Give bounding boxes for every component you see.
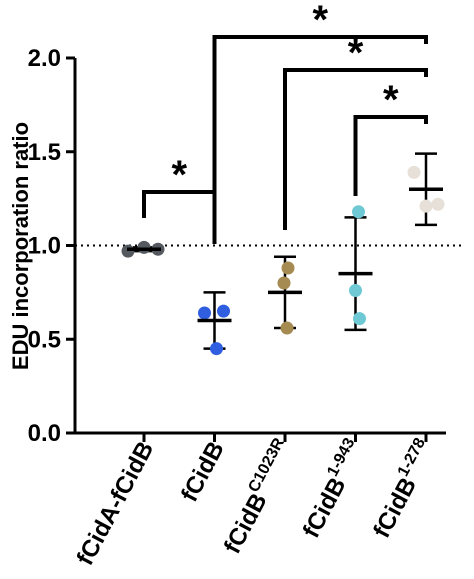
significance-bracket [283,68,428,230]
data-point [419,199,433,213]
data-point [349,284,362,297]
significance-bracket [353,115,428,196]
x-tick-label-main: fCidB [298,473,352,542]
x-tick-label-main: fCidB [368,473,422,542]
x-tick-label: fCidB [176,437,230,506]
data-point [352,205,365,219]
data-point [277,276,291,290]
significance-star: * [383,78,399,122]
x-tick-label-superscript: 1-943 [324,435,358,479]
data-point [217,304,230,318]
significance-bracket [212,35,428,244]
significance-star: * [171,153,187,197]
significance-star: * [312,0,328,42]
x-tick-label: fCidA-fCidB [72,437,160,570]
x-tick-label-main: fCidA-fCidB [72,437,160,570]
y-tick-label: 1.0 [28,233,61,260]
x-tick-label: fCidB1-278 [365,435,442,542]
y-tick-label: 0.0 [28,420,61,447]
x-tick-label: fCidBC1023R [215,435,300,558]
x-tick-label: fCidB1-943 [294,435,371,542]
data-point [407,165,421,179]
significance-star: * [348,31,364,75]
data-point [137,240,151,254]
data-point [210,342,223,356]
y-tick-label: 2.0 [28,45,61,72]
data-point [198,306,211,320]
x-tick-label-superscript: 1-278 [395,435,429,479]
data-point [353,312,366,326]
data-point [121,244,135,258]
x-tick-label-superscript: C1023R [245,435,288,495]
data-point [281,261,295,275]
x-tick-label-main: fCidB [176,437,230,506]
data-point [280,321,294,335]
y-axis-label: EDU incorporation ratio [8,122,33,370]
y-tick-label: 0.5 [28,326,61,353]
significance-bracket [142,190,217,243]
x-tick-label-main: fCidB [219,489,273,558]
y-tick-label: 1.5 [28,139,61,166]
data-point [431,197,445,211]
